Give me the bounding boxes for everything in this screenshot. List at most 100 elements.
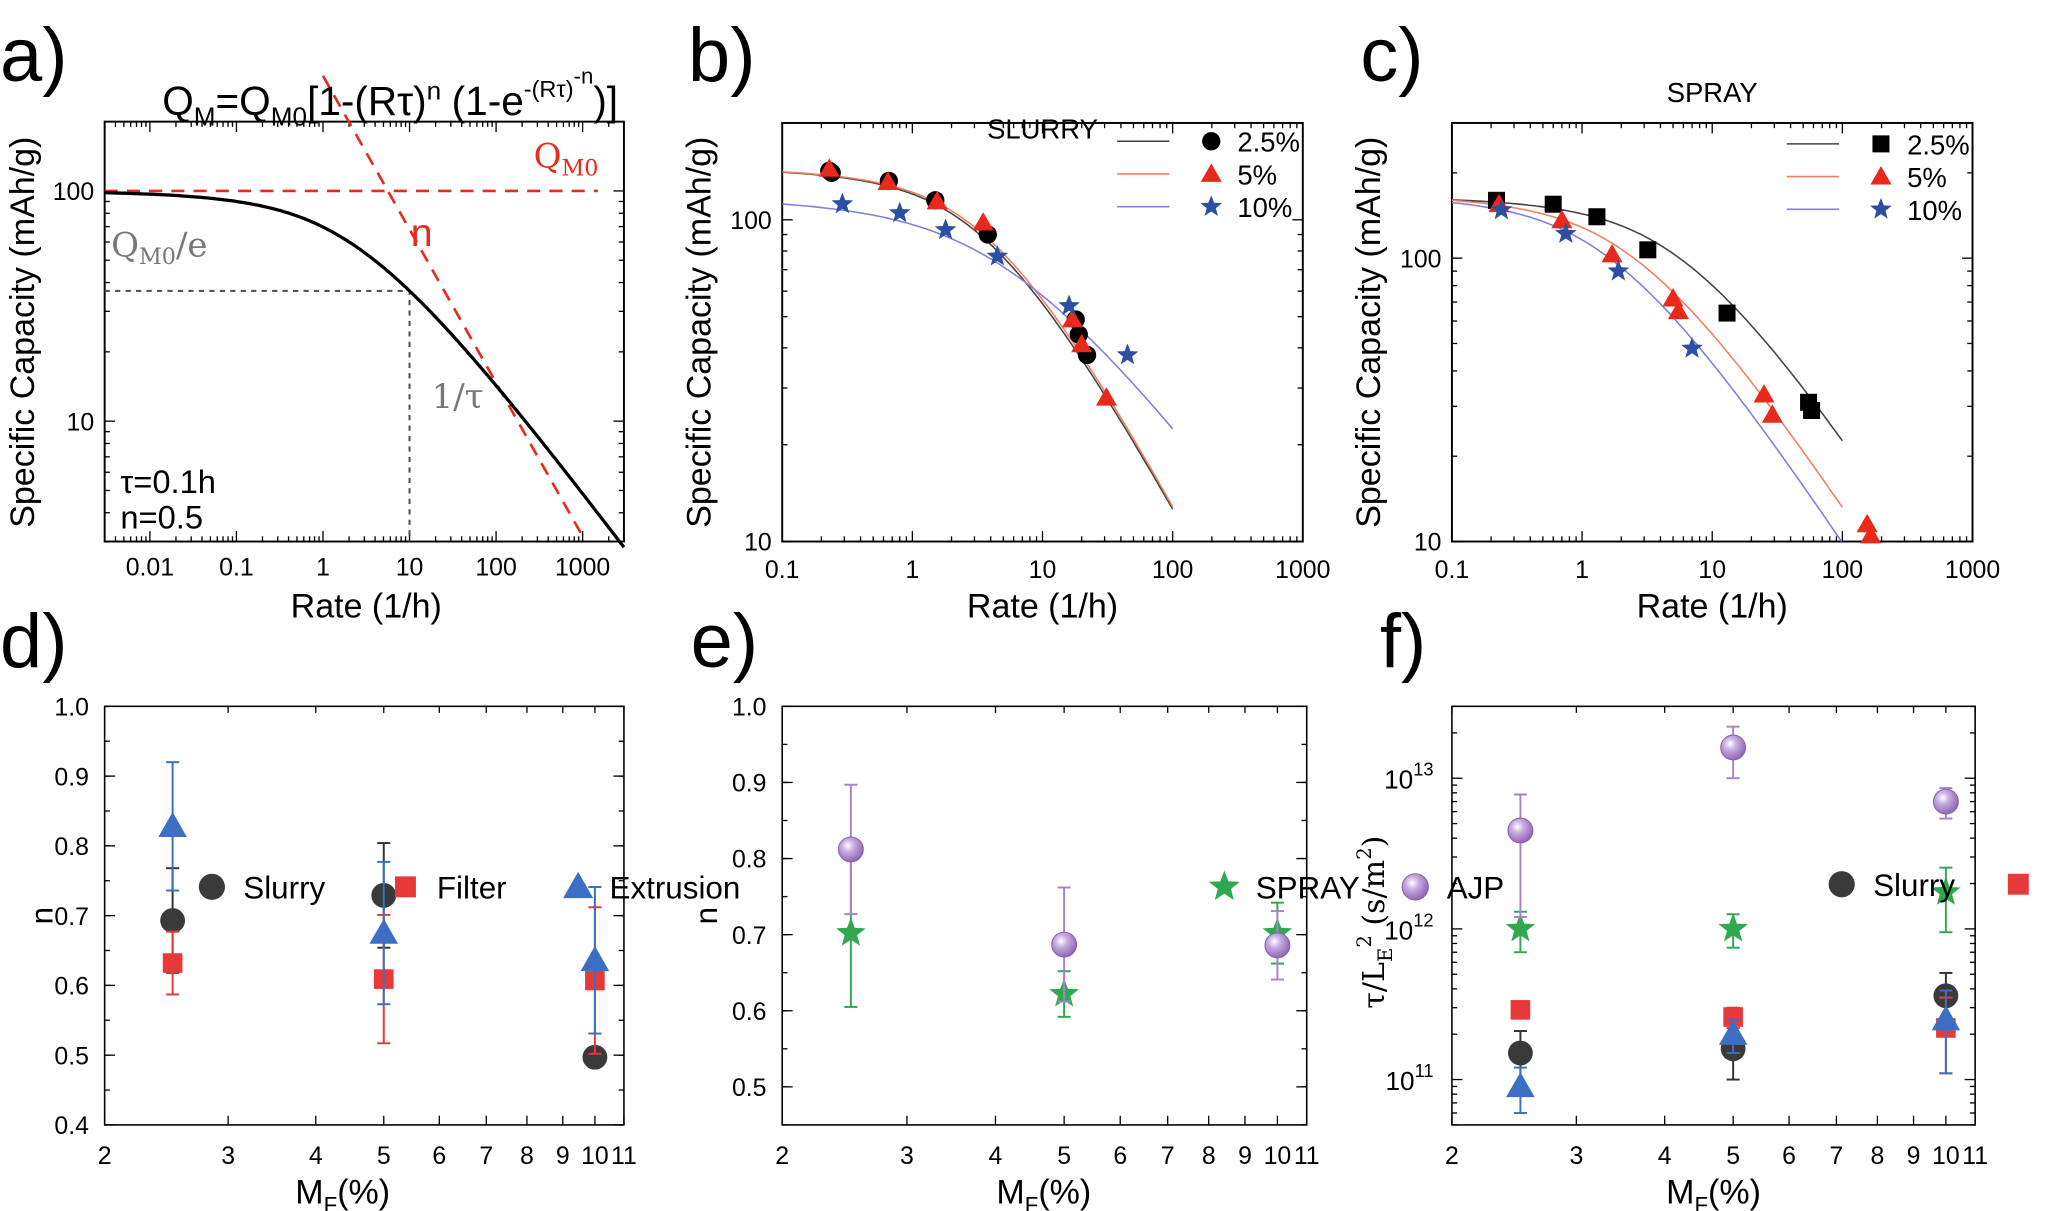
y-tick-label: 10 — [744, 530, 772, 557]
data-point — [818, 158, 840, 177]
y-tick-base: 10 — [1386, 1066, 1415, 1096]
plot-frame-c — [1450, 121, 1974, 543]
legend-marker — [1208, 870, 1240, 901]
data-point — [1264, 932, 1291, 959]
y-tick-label: 0.8 — [54, 834, 89, 861]
xlabel-d: MF(%) — [295, 1173, 390, 1211]
annotation-n: n — [411, 211, 433, 255]
x-tick-label: 100 — [475, 555, 516, 582]
fit-curve — [1451, 198, 1844, 442]
y-tick-exp: 11 — [1415, 1060, 1434, 1081]
xlabel-e-sub: F — [1025, 1193, 1039, 1211]
y-tick-label: 1012 — [1384, 909, 1433, 945]
x-tick-label: 5 — [377, 1143, 391, 1170]
x-tick-label: 7 — [1829, 1143, 1843, 1170]
xlabel-f-tail: (%) — [1708, 1173, 1761, 1211]
data-point — [160, 908, 186, 933]
data-point — [1507, 817, 1534, 844]
data-point — [582, 1044, 608, 1070]
formula-n-sup: n — [427, 75, 442, 105]
y-tick-label: 100 — [730, 208, 771, 235]
ylabel-e: n — [689, 907, 724, 924]
ylabel-f-close: ) — [1357, 836, 1392, 848]
qm0-q: Q — [534, 136, 562, 176]
data-point — [1753, 384, 1775, 403]
data-point — [877, 171, 899, 190]
model-curve — [104, 191, 626, 549]
data-point — [888, 201, 911, 223]
ticks-c: 0.1 1 10 100 1000 10 100 — [1400, 122, 2000, 584]
x-tick-label: 1 — [905, 557, 919, 584]
panel-e: e) 2 3 4 5 6 7 8 9 10 110.50.60.70.80.91.0 SPRAY A… — [689, 599, 1504, 1211]
data-point — [1116, 343, 1139, 365]
x-tick-label: 8 — [520, 1143, 534, 1170]
x-tick-label: 6 — [1782, 1143, 1796, 1170]
x-tick-label: 100 — [1822, 557, 1863, 584]
data-point — [1718, 1019, 1748, 1045]
data-point — [1095, 387, 1117, 406]
data-point — [1662, 288, 1684, 307]
y-tick-label: 0.9 — [54, 764, 89, 791]
legend-label: 5% — [1907, 162, 1947, 193]
data-point — [1507, 1040, 1533, 1066]
data-point — [162, 953, 183, 973]
formula: QM=QM0[1-(Rτ)n (1-e-(Rτ)-n)] — [162, 64, 618, 132]
x-tick-label: 11 — [1962, 1143, 1988, 1170]
y-tick-label: 0.8 — [732, 847, 767, 874]
legend-label: Filter — [437, 871, 507, 906]
xlabel-d-tail: (%) — [337, 1173, 390, 1211]
data-point — [1931, 1005, 1961, 1031]
x-tick-label: 11 — [1294, 1143, 1320, 1170]
ylabel-c: Specific Capacity (mAh/g) — [1350, 137, 1388, 528]
points-e — [836, 783, 1293, 1018]
data-point — [158, 812, 187, 838]
fit-curve — [782, 203, 1174, 430]
ticks-b: 0.1 1 10 100 1000 10 100 — [730, 122, 1330, 584]
formula-m0-sub: M0 — [271, 102, 307, 132]
formula-close: )] — [593, 78, 618, 124]
data-point — [1856, 513, 1878, 533]
data-point — [837, 836, 864, 863]
x-tick-label: 8 — [1870, 1143, 1884, 1170]
y-tick-label: 1011 — [1386, 1060, 1434, 1096]
xlabel-d-m: M — [295, 1173, 323, 1211]
formula-eq: =Q — [216, 78, 271, 124]
xlabel-e: MF(%) — [996, 1173, 1091, 1211]
xlabel-d-sub: F — [324, 1193, 338, 1211]
data-point — [1639, 241, 1657, 259]
y-tick-label: 0.5 — [732, 1075, 767, 1102]
data-point — [1601, 243, 1623, 263]
data-point — [580, 945, 610, 971]
y-tick-base: 10 — [1384, 765, 1413, 795]
qm0e-q: Q — [111, 225, 139, 265]
x-tick-label: 1 — [316, 555, 330, 582]
x-tick-label: 5 — [1726, 1143, 1740, 1170]
data-point — [1932, 788, 1959, 815]
data-point — [1681, 337, 1703, 358]
x-tick-label: 3 — [1569, 1143, 1583, 1170]
legend-label: Filter — [2050, 868, 2051, 903]
y-tick-exp: 13 — [1413, 759, 1433, 780]
data-point — [934, 218, 957, 240]
formula-bracket: [1-(Rτ) — [307, 78, 427, 124]
title-c: SPRAY — [1667, 77, 1758, 108]
ticks-a: 0.01 0.1 1 10 100 1000 10 100 — [53, 120, 625, 582]
ylabel-f-units: (s/m — [1357, 860, 1392, 935]
x-tick-label: 10 — [1932, 1143, 1960, 1170]
data-point — [1051, 931, 1078, 958]
x-tick-label: 2 — [98, 1143, 112, 1170]
x-tick-label: 9 — [556, 1143, 570, 1170]
data-point — [1058, 294, 1080, 316]
legend-label: 10% — [1237, 192, 1292, 223]
data-point — [1505, 913, 1536, 942]
data-point — [1761, 404, 1783, 423]
legend-label: 2.5% — [1907, 129, 1970, 160]
ylabel-f: τ/LE2 (s/m2) — [1353, 836, 1397, 1009]
data-point — [1718, 304, 1736, 322]
x-tick-label: 9 — [1907, 1143, 1921, 1170]
annotation-tau: τ=0.1h — [120, 463, 216, 500]
legend-marker — [1200, 195, 1223, 216]
data-point — [1607, 259, 1630, 281]
x-tick-label: 3 — [221, 1143, 235, 1170]
